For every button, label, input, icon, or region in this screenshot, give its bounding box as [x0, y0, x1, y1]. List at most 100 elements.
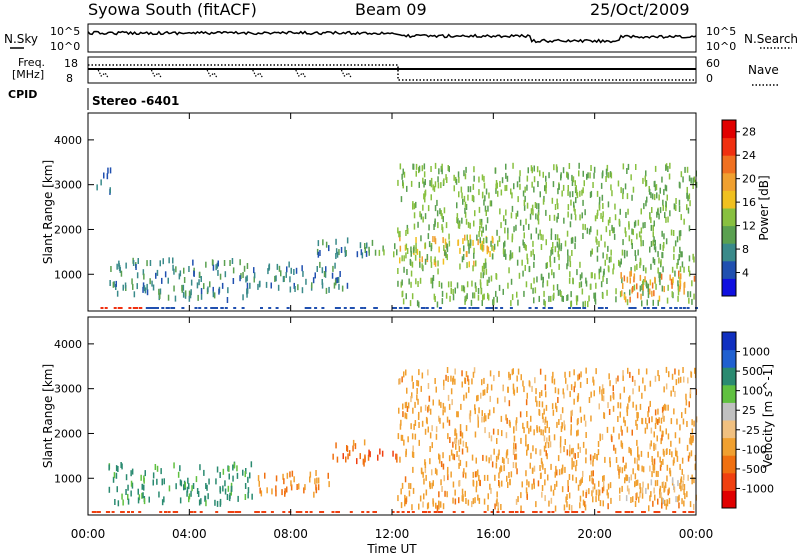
- data-cell: [483, 262, 485, 269]
- data-cell: [525, 440, 527, 447]
- data-cell: [596, 212, 598, 219]
- data-cell: [505, 184, 508, 191]
- data-cell: [645, 487, 647, 494]
- data-cell: [465, 295, 467, 302]
- data-cell: [564, 439, 566, 445]
- colorbar-tick-label: 4: [742, 267, 749, 280]
- data-cell: [573, 201, 575, 208]
- ground-cell: [286, 307, 290, 309]
- data-cell: [270, 282, 272, 289]
- data-cell: [224, 488, 227, 495]
- data-cell: [624, 420, 626, 427]
- data-cell: [203, 469, 205, 476]
- data-cell: [424, 213, 427, 220]
- data-cell: [187, 477, 189, 484]
- data-cell: [606, 426, 609, 433]
- data-cell: [622, 163, 625, 170]
- data-cell: [136, 283, 138, 290]
- data-cell: [653, 290, 655, 297]
- data-cell: [677, 284, 680, 291]
- data-cell: [467, 375, 469, 382]
- data-cell: [661, 502, 663, 509]
- data-cell: [488, 276, 490, 283]
- data-cell: [459, 438, 462, 445]
- data-cell: [473, 220, 475, 227]
- data-cell: [498, 449, 500, 456]
- data-cell: [671, 266, 674, 273]
- data-cell: [552, 181, 555, 188]
- data-cell: [680, 273, 682, 280]
- data-cell: [503, 465, 505, 472]
- data-cell: [510, 188, 512, 195]
- data-cell: [198, 271, 201, 278]
- data-cell: [130, 490, 132, 497]
- data-cell: [431, 282, 434, 289]
- colorbar-tick-label: 100: [742, 385, 763, 398]
- data-cell: [557, 213, 559, 219]
- data-cell: [472, 471, 474, 478]
- data-cell: [634, 473, 637, 480]
- data-cell: [455, 433, 458, 440]
- data-cell: [687, 291, 689, 298]
- data-cell: [412, 487, 415, 494]
- data-cell: [607, 201, 610, 208]
- data-cell: [666, 194, 668, 201]
- data-cell: [557, 203, 559, 210]
- data-cell: [557, 250, 559, 257]
- data-cell: [561, 190, 563, 197]
- data-cell: [364, 247, 366, 253]
- data-cell: [175, 483, 177, 490]
- data-cell: [499, 467, 501, 474]
- data-cell: [552, 242, 554, 248]
- data-cell: [411, 504, 413, 511]
- data-cell: [568, 277, 571, 284]
- data-cell: [558, 254, 560, 261]
- data-cell: [228, 465, 230, 472]
- data-cell: [501, 177, 504, 184]
- data-cell: [156, 269, 159, 276]
- data-cell: [415, 242, 417, 249]
- ground-cell: [170, 307, 174, 309]
- data-cell: [440, 182, 442, 189]
- data-cell: [566, 449, 569, 456]
- data-cell: [537, 480, 540, 487]
- data-cell: [560, 291, 562, 297]
- data-cell: [661, 434, 663, 441]
- data-cell: [383, 249, 385, 256]
- data-cell: [629, 296, 631, 303]
- data-cell: [493, 245, 495, 252]
- data-cell: [164, 271, 167, 278]
- colorbar-swatch: [722, 420, 736, 439]
- data-cell: [580, 416, 582, 423]
- data-cell: [396, 249, 398, 256]
- data-cell: [442, 216, 444, 223]
- data-cell: [325, 241, 328, 248]
- data-cell: [463, 394, 465, 401]
- ground-cell: [304, 307, 308, 309]
- data-cell: [285, 271, 287, 278]
- data-cell: [658, 276, 661, 282]
- data-cell: [474, 497, 476, 504]
- data-cell: [437, 268, 439, 275]
- data-cell: [421, 420, 424, 427]
- data-cell: [574, 236, 577, 243]
- data-cell: [405, 230, 407, 236]
- data-cell: [656, 435, 658, 442]
- data-cell: [661, 496, 663, 503]
- data-cell: [146, 283, 148, 290]
- data-cell: [665, 216, 667, 223]
- data-cell: [572, 451, 575, 458]
- data-cell: [454, 287, 456, 294]
- data-cell: [668, 497, 671, 504]
- data-cell: [430, 181, 433, 188]
- data-cell: [419, 250, 421, 257]
- data-cell: [462, 238, 464, 245]
- data-cell: [397, 433, 400, 440]
- data-cell: [198, 279, 200, 286]
- data-cell: [117, 466, 119, 472]
- data-cell: [625, 474, 627, 481]
- data-cell: [562, 184, 565, 191]
- ground-cell: [463, 307, 467, 309]
- data-cell: [664, 184, 667, 191]
- data-cell: [532, 467, 534, 474]
